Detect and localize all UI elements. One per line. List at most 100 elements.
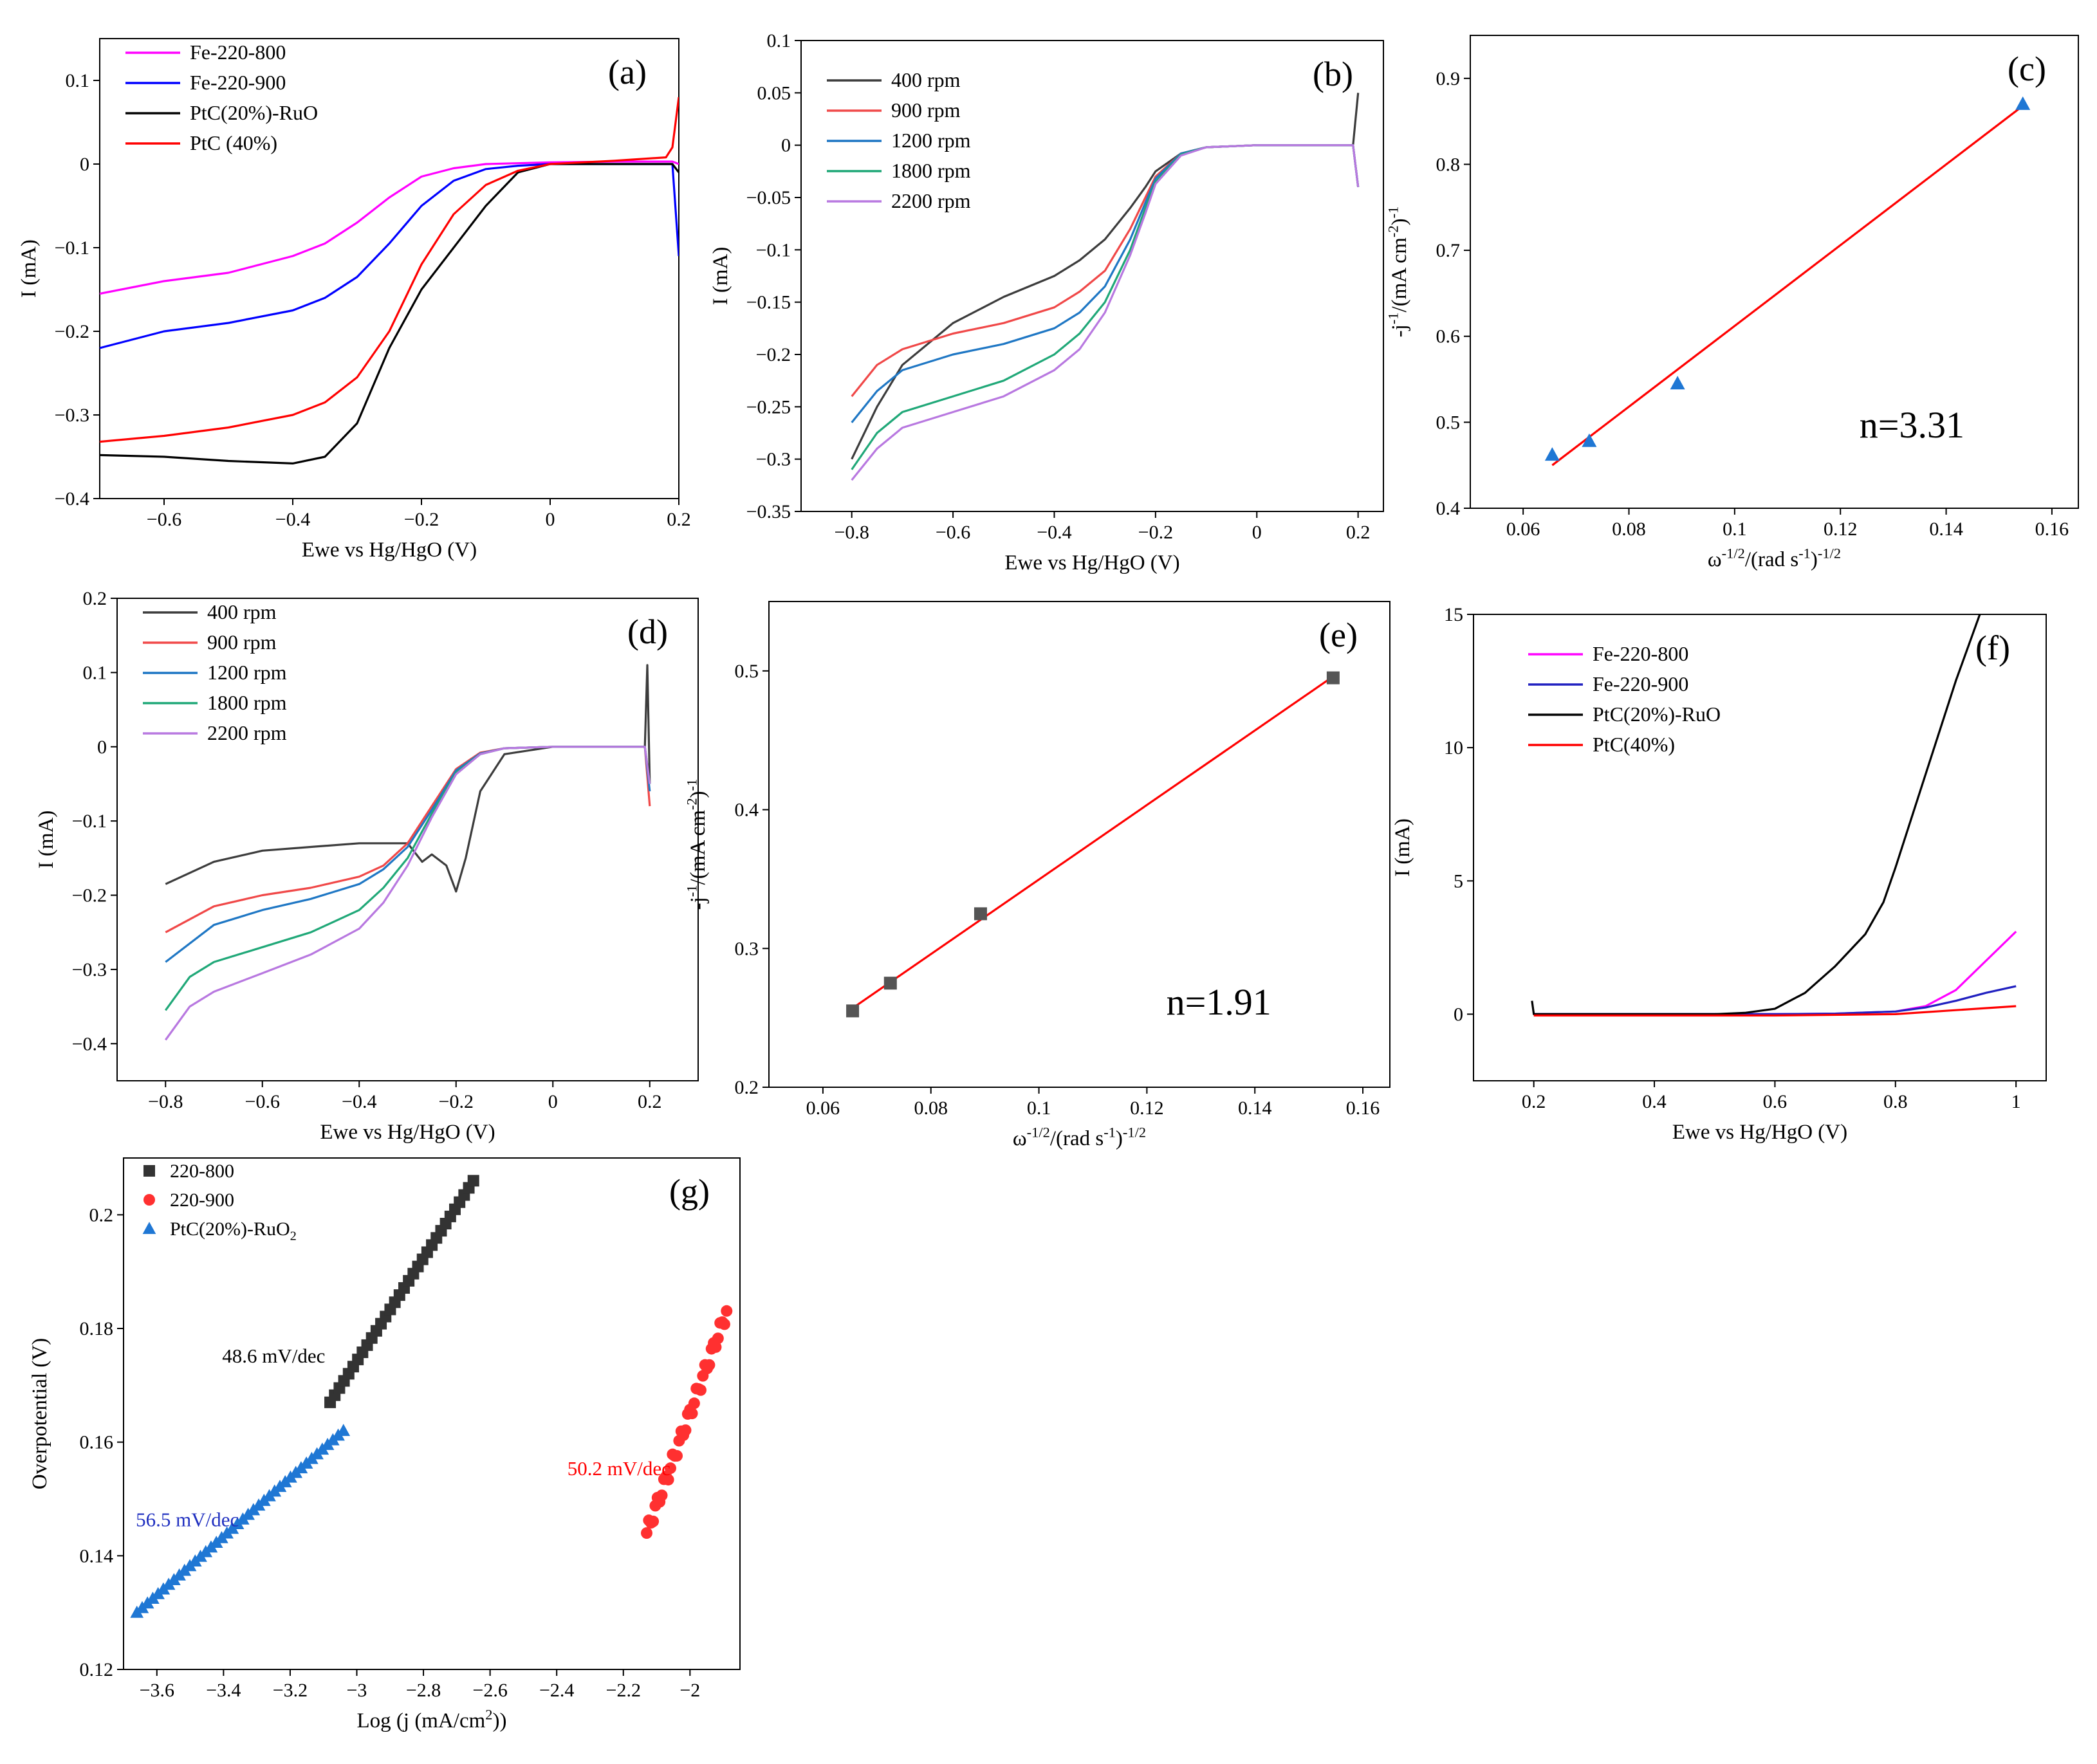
plot-area [851, 93, 1360, 481]
x-tick-label: −3 [347, 1680, 367, 1701]
y-tick-label: −0.2 [756, 344, 791, 365]
data-point-circle [647, 1515, 660, 1527]
series-line-1 [165, 746, 651, 933]
x-tick-label: −0.8 [148, 1091, 183, 1112]
y-tick-label: −0.3 [55, 405, 89, 426]
legend-marker-0 [143, 1165, 155, 1177]
data-point [1670, 376, 1685, 390]
x-axis-label: Ewe vs Hg/HgO (V) [302, 538, 477, 562]
legend-label-1: 900 rpm [891, 98, 961, 122]
slope-annotation-2: 56.5 mV/dec [136, 1508, 239, 1530]
y-tick-label: 0.12 [80, 1659, 114, 1680]
data-point-square [467, 1175, 479, 1187]
legend-label-0: Fe-220-800 [190, 41, 286, 64]
x-tick-label: 0.16 [2035, 519, 2069, 540]
legend-label-3: 1800 rpm [891, 159, 971, 182]
data-point-circle [679, 1424, 692, 1437]
x-tick-label: −0.6 [147, 509, 181, 530]
x-tick-label: −0.4 [275, 509, 310, 530]
y-tick-label: −0.25 [746, 396, 791, 418]
x-tick-label: −0.6 [245, 1091, 280, 1112]
x-tick-label: 0.2 [667, 509, 691, 530]
data-point-circle [721, 1305, 733, 1317]
y-tick-label: −0.3 [72, 959, 107, 980]
x-tick-label: −2.2 [606, 1680, 641, 1701]
data-point [1582, 433, 1597, 447]
legend-label-3: PtC(40%) [1593, 733, 1675, 756]
y-axis-label: -j-1/(mA cm-2)-1 [1385, 207, 1411, 338]
panel-label: (a) [608, 53, 647, 91]
series-line-2 [100, 163, 679, 464]
x-axis-label: Ewe vs Hg/HgO (V) [320, 1121, 495, 1144]
x-tick-label: 0.2 [638, 1091, 662, 1112]
legend-label-2: PtC(20%)-RuO2 [170, 1218, 297, 1244]
x-tick-label: −0.2 [1138, 522, 1173, 543]
y-tick-label: 0.2 [89, 1204, 114, 1226]
y-tick-label: 0.05 [757, 82, 791, 104]
data-point-circle [710, 1341, 722, 1353]
x-axis-label: Ewe vs Hg/HgO (V) [1672, 1121, 1847, 1144]
y-tick-label: 0.5 [1436, 412, 1461, 433]
legend-label-0: 400 rpm [207, 600, 277, 623]
panel-label: (c) [2008, 50, 2046, 88]
x-tick-label: 0.6 [1763, 1091, 1788, 1112]
series-line-3 [100, 96, 679, 443]
x-axis-label: ω-1/2/(rad s-1)-1/2 [1013, 1124, 1146, 1150]
data-point-circle [688, 1397, 700, 1410]
series-line-1 [851, 144, 1360, 398]
y-tick-label: 0.4 [735, 800, 759, 821]
plot-frame [123, 1157, 741, 1670]
y-tick-label: 0 [781, 135, 791, 156]
legend-label-0: 400 rpm [891, 68, 961, 91]
x-axis-label: ω-1/2/(rad s-1)-1/2 [1708, 545, 1841, 571]
legend-label-2: PtC(20%)-RuO [1593, 703, 1721, 726]
plot-frame [768, 601, 1390, 1088]
data-point-triangle [337, 1424, 351, 1437]
data-point-circle [686, 1408, 698, 1420]
plot-frame [99, 38, 679, 499]
y-tick-label: 0.8 [1436, 154, 1461, 175]
x-tick-label: −2 [679, 1680, 700, 1701]
x-tick-label: −2.8 [406, 1680, 441, 1701]
x-tick-label: −0.6 [936, 522, 970, 543]
legend-label-1: Fe-220-900 [190, 71, 286, 94]
slope-annotation-1: 50.2 mV/dec [568, 1457, 670, 1480]
y-tick-label: −0.1 [756, 239, 791, 261]
x-tick-label: 0 [548, 1091, 558, 1112]
panel-label: (f) [1975, 629, 2010, 667]
y-axis-label: I (mA) [35, 811, 58, 869]
plot-frame [116, 598, 699, 1081]
x-tick-label: −2.4 [539, 1680, 574, 1701]
chart-panel-e: 0.06 0.08 0.1 0.12 0.14 0.16 0.2 0.3 0.4 0.5 ω-1/2… [683, 601, 1390, 1150]
legend-label-4: 2200 rpm [891, 189, 971, 212]
y-tick-label: 15 [1444, 604, 1463, 625]
y-tick-label: −0.1 [55, 237, 89, 259]
plot-area [130, 1175, 733, 1618]
y-tick-label: −0.2 [72, 885, 107, 906]
chart-panel-c: 0.06 0.08 0.1 0.12 0.14 0.16 0.4 0.5 0.6 0.7 0.8 0.… [1385, 35, 2079, 571]
legend-label-1: Fe-220-900 [1593, 672, 1688, 695]
y-tick-label: 0.1 [767, 30, 791, 51]
y-tick-label: 0 [97, 737, 107, 758]
x-tick-label: 0.12 [1824, 519, 1858, 540]
y-tick-label: 0.18 [80, 1318, 114, 1339]
x-tick-label: 0.1 [1027, 1098, 1051, 1119]
legend-marker-1 [143, 1194, 155, 1206]
legend-label-0: Fe-220-800 [1593, 642, 1688, 665]
plot-area [846, 671, 1340, 1018]
legend-label-3: PtC (40%) [190, 131, 277, 154]
y-tick-label: 0.1 [66, 70, 90, 91]
plot-frame [800, 40, 1384, 512]
y-tick-label: 0.9 [1436, 68, 1461, 89]
x-tick-label: 0.08 [1612, 519, 1646, 540]
series-line-2 [851, 144, 1360, 423]
y-tick-label: −0.35 [746, 501, 791, 522]
legend-label-1: 220-900 [170, 1190, 234, 1211]
x-tick-label: −0.8 [834, 522, 869, 543]
y-tick-label: 0.2 [735, 1077, 759, 1098]
data-point-circle [662, 1474, 674, 1486]
y-tick-label: −0.05 [746, 187, 791, 208]
x-tick-label: −0.4 [342, 1091, 376, 1112]
data-point-circle [664, 1462, 676, 1475]
